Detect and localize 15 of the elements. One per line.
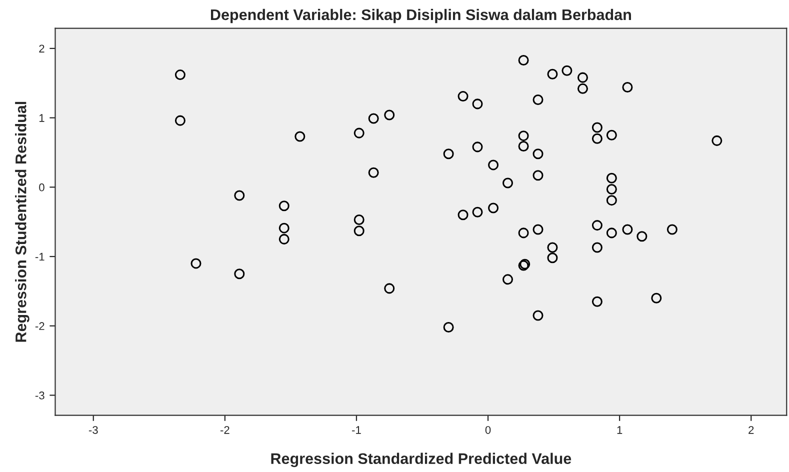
x-tick-label: 2 [748,426,754,434]
x-tick-label: -2 [220,426,230,434]
chart-title: Dependent Variable: Sikap Disiplin Siswa dalam Berbadan [210,8,631,24]
x-tick-label: -3 [88,426,98,434]
y-tick-label: 0 [39,183,44,192]
x-tick-label: 0 [485,426,491,434]
x-axis-title: Regression Standardized Predicted Value [271,452,572,468]
y-tick-label: -2 [35,322,44,330]
x-tick-label: -1 [352,426,361,434]
y-tick-label: 2 [39,44,44,52]
y-tick-label: 1 [39,114,44,122]
x-tick-label: 1 [617,426,622,434]
y-tick-label: -1 [35,252,44,261]
y-tick-label: -3 [35,392,44,400]
y-axis-title: Regression Studentized Residual [15,102,30,342]
